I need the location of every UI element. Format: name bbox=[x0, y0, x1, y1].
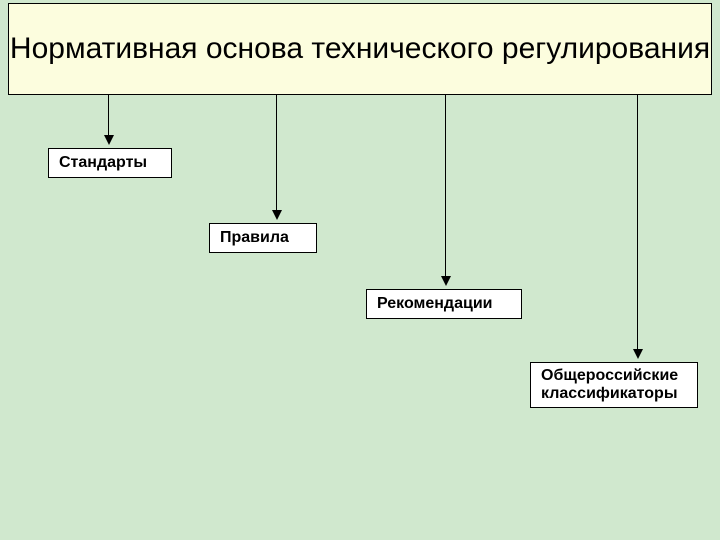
node-label-0: Стандарты bbox=[59, 154, 147, 172]
node-label-1: Правила bbox=[220, 229, 289, 247]
node-box-0: Стандарты bbox=[48, 148, 172, 178]
node-label-3: Общероссийские классификаторы bbox=[541, 367, 678, 404]
title-text: Нормативная основа технического регулиро… bbox=[10, 32, 710, 66]
node-box-2: Рекомендации bbox=[366, 289, 522, 319]
arrow-line-3 bbox=[637, 95, 638, 349]
arrow-line-0 bbox=[108, 95, 109, 135]
title-box: Нормативная основа технического регулиро… bbox=[8, 3, 712, 95]
arrow-head-0 bbox=[104, 135, 114, 145]
node-label-2: Рекомендации bbox=[377, 295, 493, 313]
arrow-head-3 bbox=[633, 349, 643, 359]
arrow-head-2 bbox=[441, 276, 451, 286]
arrow-head-1 bbox=[272, 210, 282, 220]
node-box-3: Общероссийские классификаторы bbox=[530, 362, 698, 408]
arrow-line-1 bbox=[276, 95, 277, 210]
node-box-1: Правила bbox=[209, 223, 317, 253]
arrow-line-2 bbox=[445, 95, 446, 276]
